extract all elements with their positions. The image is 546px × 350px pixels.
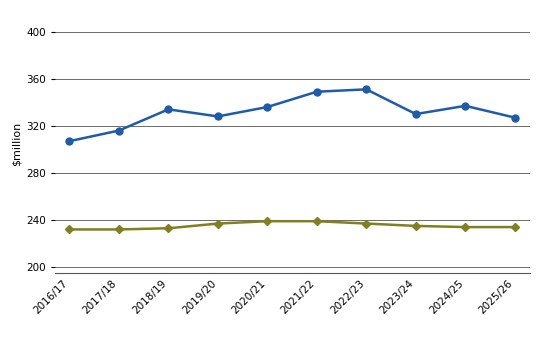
Network maintenance	[512, 225, 518, 229]
Renewals and replacement	[215, 114, 221, 119]
Renewals and replacement	[413, 112, 419, 116]
Network maintenance	[363, 222, 370, 226]
Line: Renewals and replacement: Renewals and replacement	[66, 86, 518, 145]
Network maintenance	[116, 228, 122, 232]
Renewals and replacement	[462, 104, 468, 108]
Renewals and replacement	[165, 107, 171, 111]
Renewals and replacement	[363, 87, 370, 91]
Network maintenance	[165, 226, 171, 230]
Renewals and replacement	[116, 128, 122, 133]
Line: Network maintenance: Network maintenance	[67, 218, 518, 232]
Network maintenance	[215, 222, 221, 226]
Y-axis label: $million: $million	[11, 121, 22, 166]
Network maintenance	[413, 224, 419, 228]
Renewals and replacement	[313, 90, 320, 94]
Renewals and replacement	[264, 105, 271, 109]
Network maintenance	[313, 219, 320, 223]
Renewals and replacement	[66, 139, 73, 143]
Renewals and replacement	[512, 116, 518, 120]
Network maintenance	[66, 228, 73, 232]
Network maintenance	[462, 225, 468, 229]
Network maintenance	[264, 219, 271, 223]
